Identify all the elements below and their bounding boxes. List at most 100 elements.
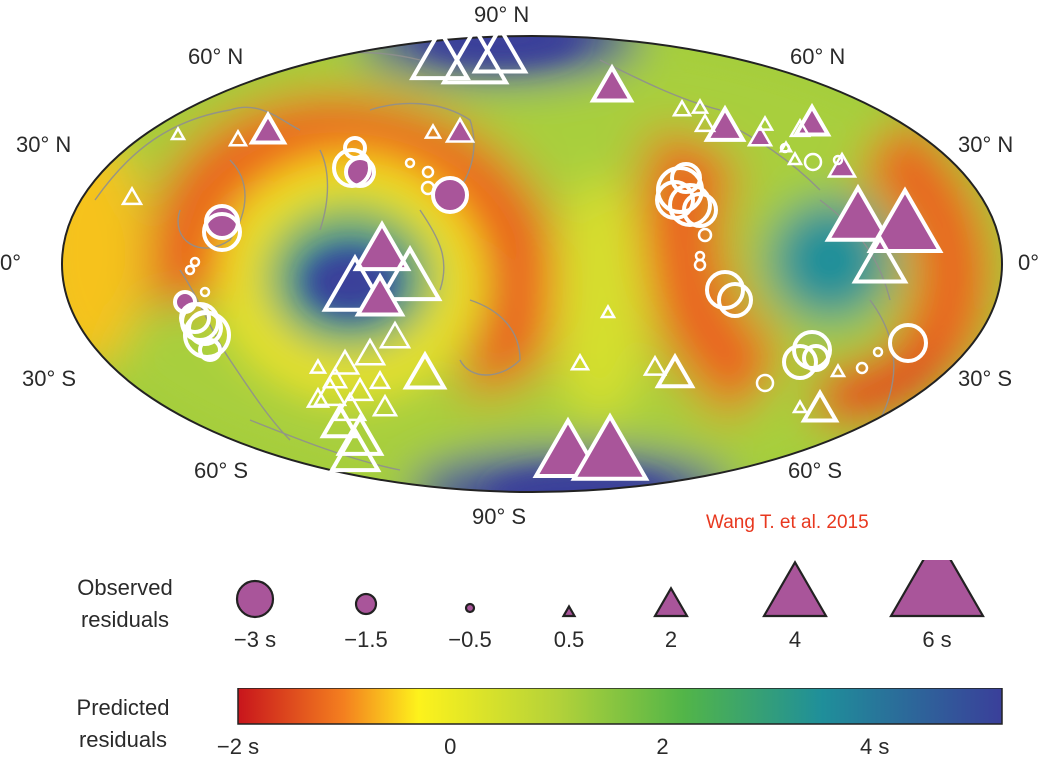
- legend-circle-symbol: [235, 579, 275, 619]
- observed-triangle-marker: [642, 354, 668, 376]
- observed-triangle-marker: [321, 253, 389, 312]
- legend-circle-symbol: [354, 592, 378, 616]
- observed-triangle-marker: [319, 402, 361, 439]
- observed-legend-label: 2: [664, 627, 678, 652]
- observed-triangle-marker: [409, 26, 471, 81]
- observed-triangle-marker: [800, 388, 840, 423]
- colorbar: [237, 688, 1003, 725]
- colorbar-tick-label: 0: [444, 734, 457, 759]
- lat-label-60n-left: 60° N: [188, 44, 244, 69]
- lat-label-90n: 90° N: [474, 2, 530, 27]
- observed-triangle-marker: [866, 186, 944, 254]
- observed-circle-marker: [198, 338, 222, 362]
- observed-triangle-marker: [120, 185, 144, 206]
- observed-circle-marker: [404, 157, 416, 169]
- observed-circle-marker: [199, 286, 211, 298]
- lat-label-60s-right: 60° S: [788, 458, 843, 483]
- lat-label-30n-right: 30° N: [958, 132, 1014, 157]
- colorbar-tick-label: 4 s: [859, 734, 890, 759]
- observed-triangle-marker: [755, 114, 775, 131]
- observed-triangle-marker: [829, 363, 847, 378]
- observed-triangle-marker: [788, 117, 812, 138]
- observed-legend-label: −3 s: [233, 627, 277, 652]
- observed-triangle-marker: [345, 376, 375, 402]
- lat-label-90s: 90° S: [472, 504, 527, 529]
- legend-triangle-symbol: [653, 586, 689, 618]
- observed-circle-marker: [670, 162, 702, 194]
- observed-triangle-marker: [332, 391, 368, 422]
- observed-circle-marker: [782, 344, 818, 380]
- observed-triangle-marker: [371, 393, 399, 417]
- observed-legend-label: −0.5: [448, 627, 492, 652]
- observed-circle-marker: [855, 361, 869, 375]
- observed-triangle-marker: [335, 413, 385, 456]
- observed-circle-marker: [697, 227, 713, 243]
- observed-legend-title: Observed residuals: [60, 572, 190, 636]
- predicted-title-line2: residuals: [78, 727, 168, 752]
- observed-markers: [120, 24, 944, 481]
- lat-label-30n-left: 30° N: [16, 132, 72, 157]
- observed-legend-symbols: [235, 560, 985, 619]
- observed-triangle-marker: [377, 244, 443, 302]
- legend-triangle-symbol: [561, 604, 577, 618]
- observed-triangle-marker: [654, 352, 696, 389]
- observed-triangle-marker: [671, 98, 693, 117]
- observed-triangle-marker: [599, 304, 617, 319]
- observed-circle-marker: [803, 152, 823, 172]
- lat-label-eq-left: 0°: [0, 250, 22, 275]
- observed-circle-marker: [343, 136, 367, 160]
- legend-circle-symbol: [464, 602, 476, 614]
- observed-triangle-marker: [440, 24, 510, 85]
- observed-triangle-marker: [227, 128, 249, 147]
- observed-circle-marker: [431, 176, 469, 214]
- observed-triangle-marker: [169, 126, 187, 141]
- observed-triangle-marker: [402, 350, 448, 390]
- observed-circle-marker: [888, 323, 928, 363]
- observed-legend-label: 4: [788, 627, 802, 652]
- observed-circle-marker: [802, 344, 830, 372]
- observed-legend-label: −1.5: [344, 627, 388, 652]
- observed-triangle-marker: [569, 352, 591, 371]
- lat-label-60n-right: 60° N: [790, 44, 846, 69]
- observed-triangle-marker: [329, 348, 361, 375]
- map-panel: [61, 24, 1003, 493]
- observed-legend-label: 0.5: [553, 627, 585, 652]
- observed-circle-marker: [202, 212, 242, 252]
- observed-triangle-marker: [851, 234, 909, 284]
- predicted-legend-title: Predicted residuals: [58, 692, 188, 756]
- observed-triangle-marker: [305, 386, 331, 408]
- observed-triangle-marker: [352, 220, 412, 272]
- observed-triangle-marker: [444, 116, 476, 143]
- observed-triangle-marker: [471, 24, 529, 74]
- observed-circle-marker: [189, 256, 201, 268]
- predicted-title-line1: Predicted: [76, 695, 170, 720]
- lat-label-60s-left: 60° S: [194, 458, 249, 483]
- observed-triangle-marker: [312, 376, 348, 407]
- observed-circle-marker: [204, 204, 240, 240]
- observed-triangle-marker: [378, 320, 412, 349]
- observed-circle-marker: [779, 142, 791, 154]
- lat-label-eq-right: 0°: [1018, 250, 1040, 275]
- observed-triangle-marker: [824, 183, 892, 242]
- colorbar-tick-label: −2 s: [216, 734, 260, 759]
- observed-legend-label: 6 s: [922, 627, 952, 652]
- colorbar-tick-label: 2: [656, 734, 669, 759]
- observed-triangle-marker: [248, 110, 288, 145]
- observed-circle-marker: [832, 154, 844, 166]
- observed-circle-marker: [332, 148, 372, 188]
- observed-circle-marker: [421, 165, 435, 179]
- observed-triangle-marker: [368, 369, 392, 390]
- legend-triangle-symbol: [762, 560, 828, 618]
- predicted-residual-field: [62, 36, 1002, 492]
- map-outline: [61, 35, 1003, 493]
- lat-label-30s-left: 30° S: [22, 366, 77, 391]
- observed-circle-marker: [717, 282, 753, 318]
- observed-triangle-marker: [693, 112, 717, 133]
- observed-triangle-marker: [826, 151, 858, 178]
- credit-text: Wang T. et al. 2015: [706, 512, 869, 533]
- observed-circle-marker: [755, 373, 775, 393]
- lat-label-30s-right: 30° S: [958, 366, 1013, 391]
- observed-triangle-marker: [746, 123, 774, 147]
- observed-triangle-marker: [308, 357, 328, 374]
